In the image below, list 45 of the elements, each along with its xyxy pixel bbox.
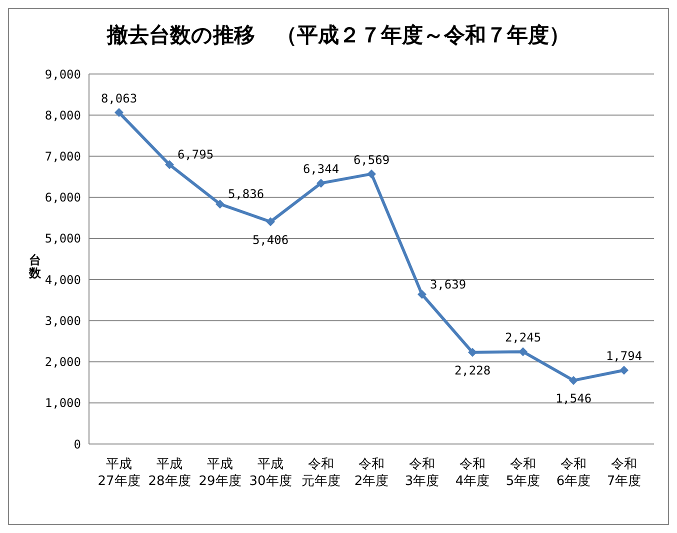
x-tick-label: 平成27年度: [98, 457, 140, 489]
data-label: 8,063: [100, 92, 138, 106]
point: [367, 169, 376, 178]
data-label: 3,639: [430, 277, 466, 292]
y-tick-label: 1,000: [44, 396, 81, 410]
y-tick-label: 7,000: [44, 149, 81, 164]
chart-title: 撤去台数の推移 （平成２７年度～令和７年度）: [106, 22, 571, 49]
point: [165, 160, 174, 170]
point: [518, 347, 528, 356]
data-label: 6,344: [302, 162, 340, 176]
y-tick-label: 2,000: [44, 355, 81, 370]
point: [114, 108, 124, 118]
x-tick-label: 令和2年度: [354, 457, 389, 489]
x-tick-label: 令和4年度: [455, 457, 490, 489]
data-label: 6,795: [177, 148, 214, 162]
point: [216, 200, 224, 209]
data-label: 2,245: [504, 330, 542, 345]
point: [418, 290, 426, 299]
y-tick-label: 0: [74, 437, 81, 452]
x-tick-label: 令和3年度: [404, 457, 440, 489]
x-tick-label: 平成29年度: [198, 457, 242, 489]
data-label: 1,794: [606, 349, 642, 364]
y-tick-label: 5,000: [44, 232, 81, 246]
y-axis-title: 台数: [29, 253, 42, 280]
data-label: 1,546: [555, 391, 592, 406]
y-tick-label: 4,000: [44, 272, 81, 287]
x-tick-label: 平成28年度: [148, 457, 191, 489]
point: [468, 348, 477, 357]
x-tick-label: 令和7年度: [606, 457, 642, 489]
data-label: 5,836: [228, 187, 264, 202]
y-tick-label: 6,000: [44, 190, 81, 205]
data-label: 2,228: [454, 363, 491, 378]
point: [316, 178, 326, 188]
x-tick-label: 令和5年度: [506, 457, 540, 489]
point: [266, 217, 275, 226]
data-label: 6,569: [353, 152, 390, 167]
x-tick-label: 令和元年度: [302, 457, 340, 489]
x-tick-label: 令和6年度: [556, 457, 591, 489]
data-label: 5,406: [252, 232, 289, 247]
x-tick-label: 平成30年度: [249, 457, 292, 489]
y-tick-label: 8,000: [44, 108, 81, 122]
point: [620, 366, 628, 375]
point: [569, 376, 578, 385]
y-tick-label: 9,000: [44, 67, 81, 82]
y-tick-label: 3,000: [44, 314, 81, 328]
